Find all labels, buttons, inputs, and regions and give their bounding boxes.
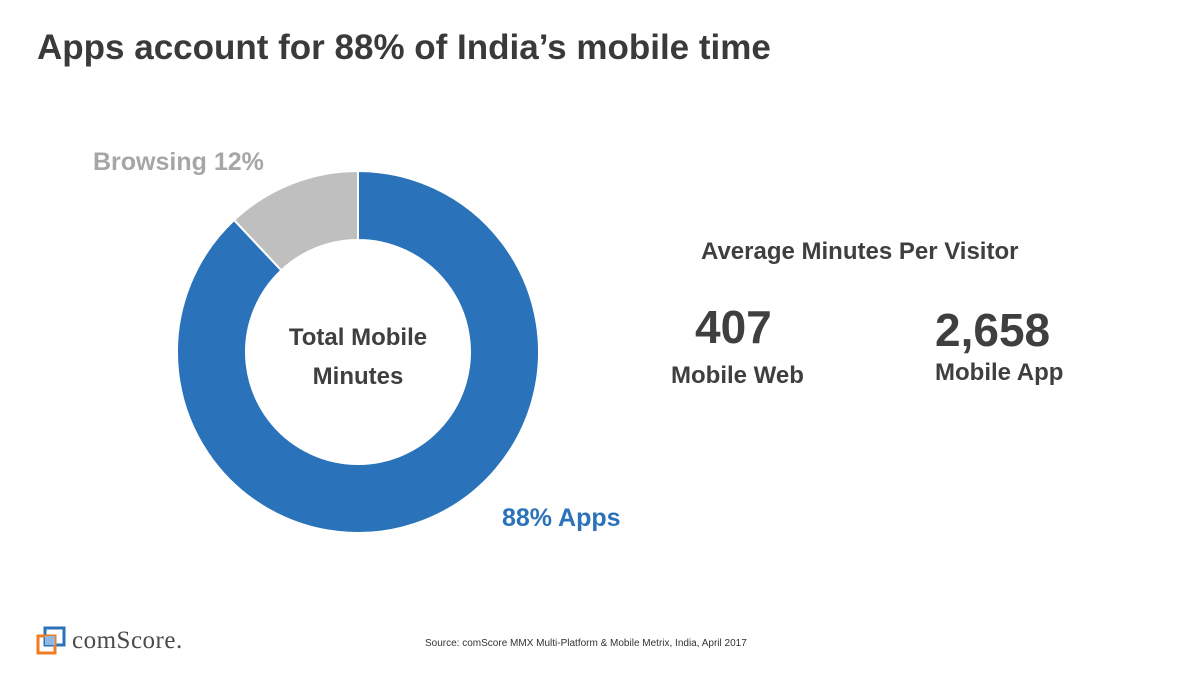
- comscore-logo-text: comScore.: [72, 627, 183, 654]
- source-note: Source: comScore MMX Multi-Platform & Mo…: [425, 638, 747, 649]
- donut-slice-browsing: [232, 169, 359, 272]
- comscore-logo-icon: [36, 626, 66, 655]
- donut-slice-apps: [176, 169, 540, 534]
- center-label-line2: Minutes: [312, 363, 404, 390]
- center-label-line1: Total Mobile: [288, 324, 428, 351]
- apps-slice-label: 88% Apps: [502, 504, 621, 532]
- mobile-app-label: Mobile App: [935, 359, 1064, 386]
- mobile-web-label: Mobile Web: [671, 362, 804, 389]
- mobile-web-value: 407: [695, 301, 772, 353]
- browsing-slice-label: Browsing 12%: [93, 148, 264, 176]
- page-title: Apps account for 88% of India’s mobile t…: [37, 28, 771, 67]
- mobile-app-value: 2,658: [935, 304, 1051, 356]
- stats-heading: Average Minutes Per Visitor: [701, 238, 1019, 265]
- comscore-logo: comScore.: [36, 626, 183, 656]
- donut-center-label: Total Mobile Minutes: [248, 318, 468, 396]
